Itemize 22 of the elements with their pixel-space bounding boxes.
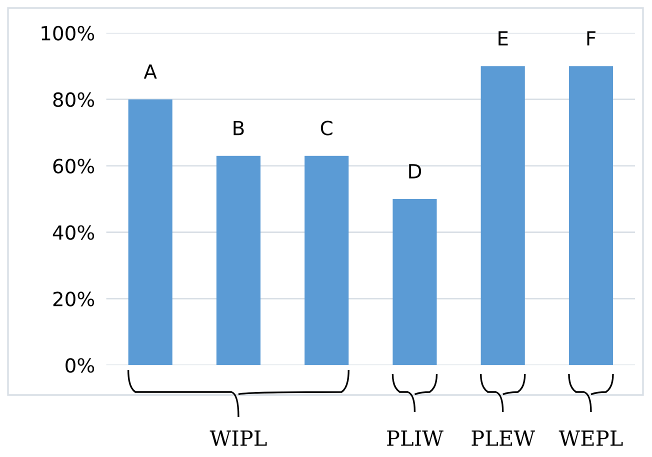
- x-tick-label: F: [587, 31, 596, 46]
- y-tick-label: 100%: [42, 26, 94, 41]
- x-tick-label: C: [320, 120, 332, 136]
- bar: [568, 66, 614, 366]
- x-tick-label: B: [234, 120, 244, 136]
- x-tick-label: A: [144, 64, 157, 79]
- y-tick-label: 80%: [53, 92, 94, 108]
- y-tick-label: 40%: [52, 225, 94, 240]
- y-tick-label: 60%: [53, 158, 94, 174]
- text: PLEW: [472, 430, 536, 446]
- text: WEPL: [558, 430, 623, 446]
- bar: [128, 99, 172, 366]
- x-tick-label: E: [498, 31, 508, 46]
- text: PLIW: [387, 430, 444, 446]
- bar: [304, 156, 349, 366]
- x-tick-label: D: [409, 164, 422, 178]
- bar: [392, 199, 437, 366]
- y-tick-label: 0%: [66, 358, 94, 373]
- bar: [216, 156, 260, 366]
- y-tick-label: 20%: [53, 292, 94, 306]
- bar: [480, 66, 525, 366]
- text: WIPL: [210, 430, 267, 446]
